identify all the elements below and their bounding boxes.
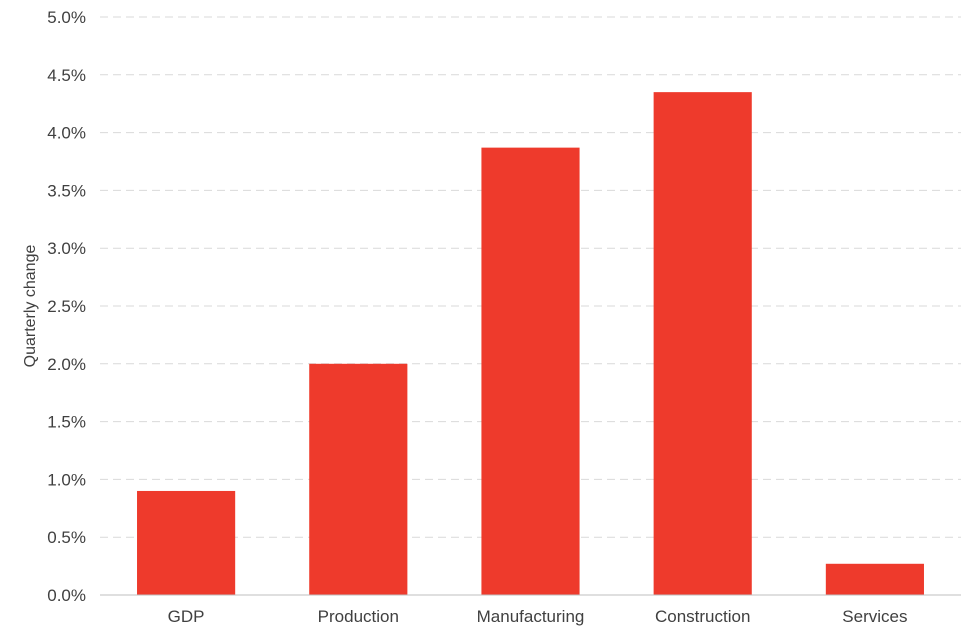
bar-gdp <box>137 490 236 595</box>
y-tick-label: 4.0% <box>47 124 86 143</box>
x-tick-label: Production <box>318 607 399 626</box>
y-tick-label: 2.0% <box>47 355 86 374</box>
y-tick-label: 3.5% <box>47 181 86 200</box>
x-tick-label: Manufacturing <box>477 607 585 626</box>
y-tick-label: 4.5% <box>47 66 86 85</box>
y-tick-label: 1.0% <box>47 470 86 489</box>
bar-manufacturing <box>481 147 580 596</box>
y-tick-label: 3.0% <box>47 239 86 258</box>
bar-construction <box>653 92 752 595</box>
y-axis-ticks: 0.0% 0.5% 1.0% 1.5% 2.0% 2.5% 3.0% 3.5% 4.0% 4.5%… <box>47 8 86 605</box>
x-tick-label: Services <box>842 607 907 626</box>
y-tick-label: 2.5% <box>47 297 86 316</box>
y-tick-label: 0.0% <box>47 586 86 605</box>
bars <box>137 92 924 596</box>
y-tick-label: 0.5% <box>47 528 86 547</box>
x-axis-ticks: GDP Production Manufacturing Construction Se… <box>168 607 908 626</box>
x-tick-label: Construction <box>655 607 750 626</box>
bar-services <box>825 563 924 595</box>
x-tick-label: GDP <box>168 607 205 626</box>
y-tick-label: 1.5% <box>47 413 86 432</box>
y-tick-label: 5.0% <box>47 8 86 27</box>
y-axis-title: Quarterly change <box>22 245 39 368</box>
bar-production <box>309 363 408 595</box>
